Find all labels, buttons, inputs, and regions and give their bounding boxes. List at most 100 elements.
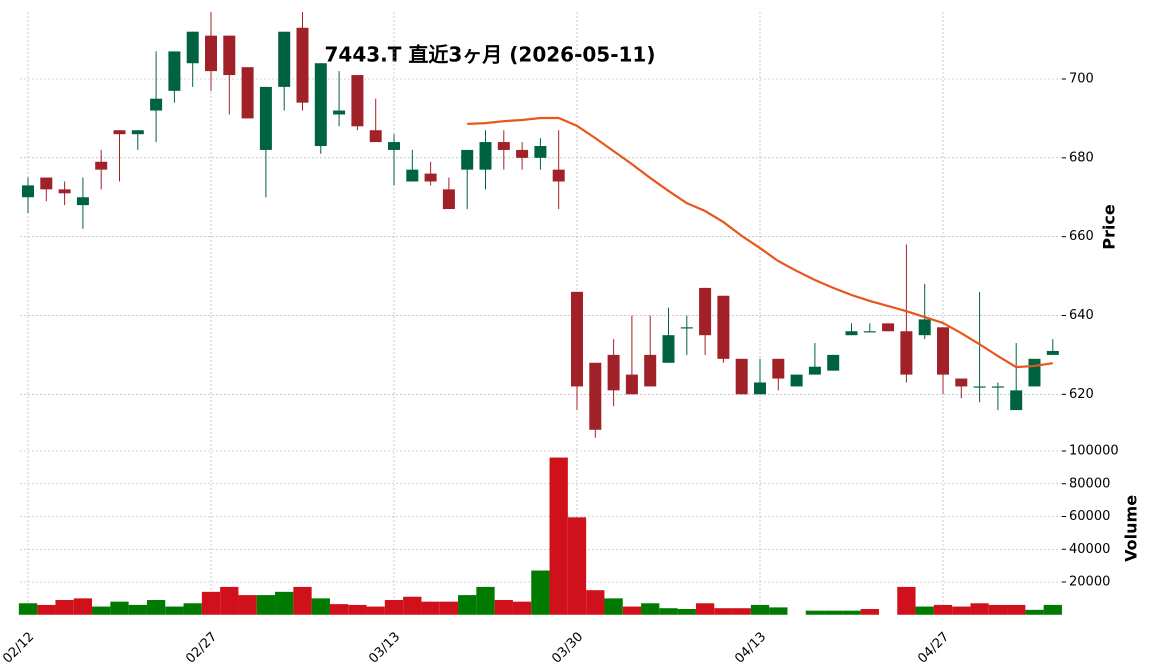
candle-body (1010, 390, 1023, 411)
volume-bar (476, 586, 495, 615)
volume-bar (403, 596, 422, 615)
candle-body (314, 63, 327, 147)
candle-body (1046, 350, 1059, 355)
volume-bar (73, 598, 93, 615)
volume-bar (311, 598, 330, 615)
volume-bar (604, 598, 623, 615)
candle-body (95, 161, 108, 170)
candle-body (644, 354, 657, 387)
candle-body (863, 331, 876, 333)
y-tick-label: 700 (1069, 72, 1094, 87)
candle-body (259, 86, 272, 150)
volume-bar (531, 570, 550, 615)
volume-bar (37, 604, 56, 615)
y-tick-label: 660 (1069, 229, 1094, 244)
volume-bar (1043, 604, 1062, 615)
candle-body (717, 295, 730, 359)
candle-body (900, 331, 913, 375)
moving-average (467, 116, 1053, 369)
candle-body (937, 327, 949, 375)
candle-body (699, 287, 712, 336)
candle-body (40, 177, 53, 190)
candle-body (1028, 358, 1041, 387)
x-tick-label: 04/13 (732, 629, 769, 666)
candle-body (534, 146, 547, 158)
candle-body (625, 374, 638, 395)
x-tick-label: 02/12 (0, 629, 37, 666)
volume-bar (348, 604, 367, 615)
volume-bar (897, 586, 916, 615)
candle-body (424, 173, 437, 182)
y-tick-label: 60000 (1069, 509, 1110, 524)
candle-body (772, 358, 785, 379)
volume-bar (18, 603, 38, 615)
volume-bar (439, 601, 459, 615)
volume-bar (110, 601, 129, 615)
volume-bar (677, 609, 696, 615)
volume-bar (641, 603, 660, 615)
candle-body (205, 35, 217, 72)
candle-body (754, 382, 766, 395)
volume-bar (549, 457, 568, 615)
volume-bar (952, 606, 971, 615)
x-tick-label: 03/13 (366, 629, 403, 666)
volume-bar (494, 600, 513, 615)
candle-body (973, 386, 986, 388)
candle-body (552, 169, 565, 182)
candle-body (241, 67, 254, 119)
volume-bar (128, 604, 147, 615)
volume-bar (256, 595, 276, 615)
volume-bar (421, 601, 440, 615)
y-axis-label: Volume (1122, 495, 1141, 562)
volume-bar (146, 600, 166, 615)
candle-body (479, 142, 492, 170)
candle-body (58, 189, 71, 194)
volume-bar (1007, 604, 1026, 615)
volume-bar (586, 590, 605, 615)
candle-body (461, 149, 474, 170)
candle-body (607, 354, 620, 391)
x-tick-label: 03/30 (549, 629, 586, 666)
candle-body (351, 75, 364, 127)
candle-body (827, 354, 840, 371)
candle-body (186, 31, 199, 64)
volume-bar (805, 610, 825, 615)
candle-body (735, 358, 748, 395)
volume-bar (860, 609, 879, 615)
candle-body (168, 51, 181, 91)
candle-body (497, 142, 510, 150)
candle-body (442, 189, 455, 210)
volume-bar (970, 603, 989, 615)
candle-body (76, 197, 89, 206)
candle-body (680, 327, 693, 329)
volume-bar (567, 517, 587, 615)
volume-bar (384, 600, 404, 615)
volume-bar (275, 591, 294, 615)
volume-bar (512, 601, 532, 615)
volume-bar (165, 606, 184, 615)
candle-body (22, 185, 34, 198)
volume-bar (220, 586, 239, 615)
y-tick-label: 100000 (1069, 444, 1119, 459)
chart-title: 7443.T 直近3ヶ月 (2026-05-11) (325, 43, 656, 67)
y-tick-label: 20000 (1069, 575, 1110, 590)
candle-body (790, 374, 803, 387)
candle-body (808, 366, 821, 375)
candle-body (955, 378, 968, 387)
volume-bar (915, 606, 934, 615)
candle-body (406, 169, 419, 182)
volume-bar (659, 608, 678, 615)
y-tick-label: 80000 (1069, 476, 1110, 491)
candle-body (223, 35, 236, 76)
volume-bar (750, 604, 770, 615)
volume-bar (732, 608, 751, 615)
volume-bar (695, 603, 715, 615)
candle-body (278, 31, 291, 87)
candle-body (882, 323, 895, 332)
volume-bar (329, 604, 349, 615)
y-axis-label: Price (1100, 204, 1119, 250)
candle-body (918, 319, 931, 336)
volume-bar (201, 591, 221, 615)
candle-body (516, 149, 529, 158)
